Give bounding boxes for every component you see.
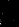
Text: 112: 112: [0, 17, 19, 27]
Text: 118: 118: [0, 0, 19, 12]
Bar: [4, 6, 17, 7]
Text: 102A: 102A: [0, 5, 4, 22]
Text: 108: 108: [0, 0, 19, 12]
Text: 212: 212: [15, 15, 19, 27]
Bar: [4, 4, 17, 5]
Text: 103A: 103A: [0, 7, 4, 24]
Text: 112: 112: [0, 17, 19, 27]
Text: 109: 109: [0, 0, 19, 12]
Bar: [4, 15, 17, 16]
Text: 118: 118: [0, 0, 19, 12]
Text: 110: 110: [0, 17, 19, 27]
Bar: [4, 5, 17, 6]
Text: 39: 39: [1, 8, 19, 26]
Bar: [6, 3, 11, 4]
Text: 33c: 33c: [0, 0, 19, 3]
Text: 36: 36: [0, 0, 4, 15]
Bar: [6, 6, 9, 7]
Text: 37: 37: [0, 0, 4, 16]
Text: 33a: 33a: [0, 7, 19, 24]
Text: 221a: 221a: [0, 17, 5, 27]
Text: 108: 108: [0, 0, 19, 12]
Text: 106a: 106a: [0, 0, 19, 12]
Text: [FIG. 4]: [FIG. 4]: [1, 11, 19, 27]
Text: 106a: 106a: [0, 0, 19, 12]
Bar: [13, 3, 16, 4]
Text: 104a: 104a: [0, 0, 19, 12]
Text: 34a: 34a: [17, 0, 19, 13]
Text: 113: 113: [0, 17, 19, 27]
Text: 105A: 105A: [0, 6, 4, 23]
Text: 34: 34: [0, 0, 4, 13]
Text: 214a: 214a: [0, 5, 19, 22]
Text: 104a: 104a: [0, 0, 19, 12]
Text: 32: 32: [0, 0, 14, 13]
Text: 110: 110: [0, 17, 19, 27]
Text: 111: 111: [0, 17, 19, 27]
Text: 211: 211: [15, 15, 19, 27]
Bar: [4, 3, 17, 4]
Text: 111: 111: [0, 17, 19, 27]
Bar: [4, 14, 17, 15]
Bar: [4, 13, 17, 14]
Text: 214: 214: [11, 16, 19, 27]
Text: 33b: 33b: [0, 7, 19, 24]
Text: [FIG. 5]: [FIG. 5]: [1, 22, 19, 27]
Text: 202: 202: [13, 14, 19, 27]
Text: 106A: 106A: [0, 6, 4, 23]
Text: 33: 33: [0, 0, 4, 14]
Text: 220a: 220a: [0, 26, 19, 27]
Text: 35: 35: [0, 0, 4, 12]
Text: 221: 221: [0, 26, 19, 27]
Text: 38: 38: [0, 8, 17, 26]
Text: 220: 220: [12, 17, 19, 27]
Text: 213: 213: [15, 15, 19, 27]
Text: 131: 131: [0, 2, 19, 22]
Text: 104A: 104A: [0, 6, 4, 24]
Text: [FIG. 3]: [FIG. 3]: [1, 1, 19, 24]
Bar: [11, 7, 14, 8]
Text: 31: 31: [0, 0, 19, 11]
Text: 210: 210: [16, 15, 19, 27]
Bar: [5, 7, 7, 8]
Bar: [5, 23, 15, 24]
Text: 34b: 34b: [0, 0, 19, 3]
Bar: [9, 6, 13, 7]
Text: 203: 203: [0, 5, 19, 22]
Text: 109: 109: [0, 0, 19, 12]
Bar: [10, 4, 16, 5]
Text: 107A: 107A: [0, 0, 19, 12]
Text: 113: 113: [0, 17, 19, 27]
Bar: [7, 24, 11, 26]
